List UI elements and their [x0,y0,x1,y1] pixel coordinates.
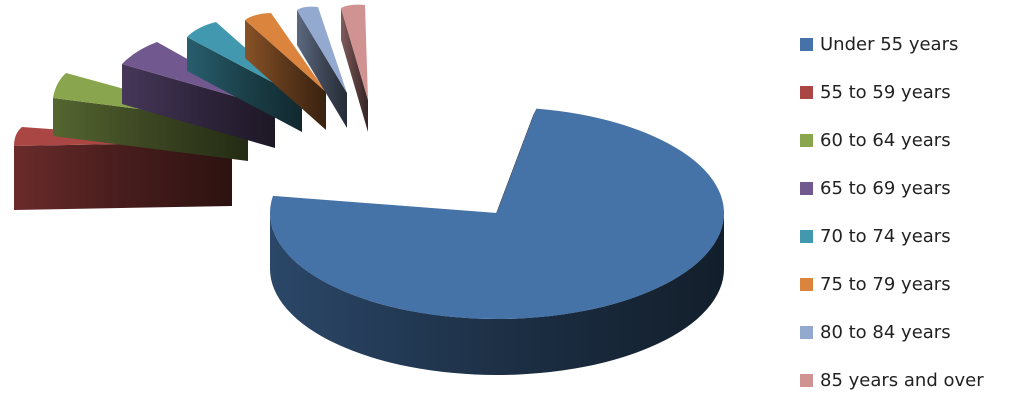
legend-label: 85 years and over [820,369,984,391]
legend-label: 75 to 79 years [820,273,951,295]
legend-swatch [800,229,813,243]
legend-swatch [800,37,813,51]
legend-item-60-to-64-years: 60 to 64 years [800,128,1030,152]
legend-swatch [800,373,813,387]
legend-swatch [800,277,813,291]
legend-swatch [800,325,813,339]
legend-item-55-to-59-years: 55 to 59 years [800,80,1030,104]
pie-chart: Under 55 years 55 to 59 years 60 to 64 yea… [14,4,984,391]
legend-item-85-years-and-over: 85 years and over [800,368,1030,392]
pie-slice-85-years-and-over [341,4,368,132]
legend-label: 55 to 59 years [820,81,951,103]
legend-item-70-to-74-years: 70 to 74 years [800,224,1030,248]
legend-item-80-to-84-years: 80 to 84 years [800,320,1030,344]
legend-label: 65 to 69 years [820,177,951,199]
pie-slice-80-to-84-years [297,6,347,128]
chart-legend: Under 55 years 55 to 59 years 60 to 64 yea… [800,32,1030,416]
legend-swatch [800,181,813,195]
pie-slice-under-55-years [270,108,724,375]
legend-item-65-to-69-years: 65 to 69 years [800,176,1030,200]
pie-plot-area [14,4,724,375]
legend-label: 70 to 74 years [820,225,951,247]
legend-label: 60 to 64 years [820,129,951,151]
legend-label: Under 55 years [820,33,959,55]
pie-slice-75-to-79-years [245,13,326,130]
legend-item-under-55-years: Under 55 years [800,32,1030,56]
legend-label: 80 to 84 years [820,321,951,343]
legend-item-75-to-79-years: 75 to 79 years [800,272,1030,296]
legend-swatch [800,85,813,99]
legend-swatch [800,133,813,147]
